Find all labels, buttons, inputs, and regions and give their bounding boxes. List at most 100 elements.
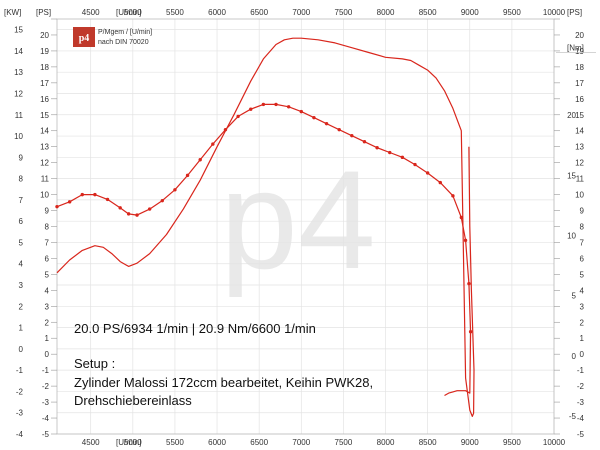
torque-line <box>56 103 472 397</box>
ps-left-tick-label: 14 <box>40 127 49 136</box>
ps-left-tick-label: 10 <box>40 191 49 200</box>
torque-point <box>198 158 202 162</box>
kw-tick-label: 9 <box>19 153 24 162</box>
kw-tick-label: -4 <box>16 430 24 439</box>
kw-tick-label: 4 <box>19 260 24 269</box>
kw-tick-label: 7 <box>19 196 24 205</box>
ps-right-tick-label: -5 <box>577 430 585 439</box>
logo-text: p4 <box>79 33 90 44</box>
p4-logo <box>73 27 95 47</box>
ps-right-tick-label: 18 <box>575 63 584 72</box>
ps-right-tick-label: 16 <box>575 95 584 104</box>
ps-left-tick-label: -4 <box>42 414 50 423</box>
torque-point <box>55 204 59 209</box>
torque-point <box>467 281 471 286</box>
ps-left-tick-label: 19 <box>40 47 49 56</box>
ps-left-unit: [PS] <box>36 8 51 17</box>
x-tick-label-bottom: 4500 <box>82 438 100 447</box>
ps-right-tick-label: 8 <box>580 223 585 232</box>
ps-left-tick-label: 6 <box>45 254 50 263</box>
x-tick-label-bottom: 7500 <box>335 438 353 447</box>
series-group <box>55 37 475 417</box>
kw-tick-label: 0 <box>19 345 24 354</box>
x-tick-label-bottom: 5000 <box>124 438 142 447</box>
x-tick-label-top: 10000 <box>543 8 566 17</box>
torque-point <box>286 105 291 109</box>
nm-tick-label: 20 <box>567 111 576 120</box>
torque-point <box>468 330 473 334</box>
ps-left-tick-label: 17 <box>40 79 49 88</box>
torque-point <box>451 194 455 198</box>
nm-tick-label: -5 <box>569 412 577 421</box>
torque-point <box>400 155 405 160</box>
ps-right-tick-label: 1 <box>580 334 585 343</box>
ps-right-tick-label: 13 <box>575 143 584 152</box>
x-unit-bottom: [U/min] <box>116 438 141 447</box>
nm-tick-label: 0 <box>572 352 577 361</box>
ps-left-tick-label: 1 <box>45 334 50 343</box>
kw-tick-label: 8 <box>19 175 24 184</box>
kw-tick-label: 3 <box>19 281 24 290</box>
nm-tick-label: 15 <box>567 171 576 180</box>
ps-right-tick-label: 10 <box>575 191 584 200</box>
x-tick-label-top: 4500 <box>82 8 100 17</box>
kw-tick-label: -2 <box>16 387 24 396</box>
x-tick-label-top: 7000 <box>292 8 310 17</box>
torque-point <box>126 212 131 216</box>
ps-right-tick-label: 19 <box>575 47 584 56</box>
ps-left-tick-label: -5 <box>42 430 50 439</box>
ps-right-tick-label: -4 <box>577 414 585 423</box>
x-unit-top: [U/min] <box>116 8 141 17</box>
torque-point <box>211 142 215 146</box>
ps-left-tick-label: 2 <box>45 318 50 327</box>
torque-point <box>312 115 316 120</box>
ps-left-tick-label: 3 <box>45 302 50 311</box>
kw-tick-label: 14 <box>14 47 23 56</box>
torque-point <box>274 102 278 107</box>
x-tick-label-top: 9000 <box>461 8 479 17</box>
setup-title: Setup : <box>74 356 115 371</box>
nm-tick-label: 5 <box>572 292 577 301</box>
torque-point <box>362 139 367 144</box>
ps-left-tick-label: 16 <box>40 95 49 104</box>
nm-unit: [Nm] <box>567 44 584 53</box>
torque-point <box>160 198 164 203</box>
ps-left-tick-label: 0 <box>45 350 50 359</box>
ps-right-tick-label: 6 <box>580 254 585 263</box>
torque-point <box>147 207 152 211</box>
ps-left-tick-label: 18 <box>40 63 49 72</box>
kw-tick-label: 1 <box>19 324 24 333</box>
ps-left-tick-label: 5 <box>45 270 50 279</box>
ps-left-tick-label: 13 <box>40 143 49 152</box>
power-line <box>56 37 475 417</box>
kw-tick-label: 15 <box>14 26 23 35</box>
ps-right-tick-label: 5 <box>580 270 585 279</box>
ps-left-tick-label: 8 <box>45 223 50 232</box>
kw-tick-label: 13 <box>14 68 23 77</box>
ps-right-tick-label: 12 <box>575 159 584 168</box>
kw-unit: [KW] <box>4 8 21 17</box>
ps-right-tick-label: 7 <box>580 238 585 247</box>
torque-point <box>438 180 442 185</box>
torque-point <box>67 200 72 204</box>
ps-left-tick-label: 7 <box>45 238 50 247</box>
torque-point <box>105 197 110 202</box>
x-tick-label-top: 5000 <box>124 8 142 17</box>
torque-point <box>425 171 430 175</box>
legend-line-2: nach DIN 70020 <box>98 39 149 46</box>
legend-box: p4 P/Mgem / [U/min] nach DIN 70020 <box>73 27 152 47</box>
ps-left-tick-label: 20 <box>40 31 49 40</box>
x-tick-label-top: 5500 <box>166 8 184 17</box>
torque-point <box>459 215 464 220</box>
torque-point <box>135 213 139 217</box>
ps-left-tick-label: 12 <box>40 159 49 168</box>
ps-left-tick-label: -3 <box>42 398 50 407</box>
ps-right-tick-label: 15 <box>575 111 584 120</box>
ps-left-tick-label: 11 <box>41 175 50 184</box>
ps-right-tick-label: -3 <box>577 398 585 407</box>
ps-right-tick-label: 2 <box>580 318 585 327</box>
torque-point <box>350 133 354 138</box>
ps-right-tick-label: 0 <box>580 350 585 359</box>
ps-right-tick-label: 17 <box>575 79 584 88</box>
axes: 4500450050005000550055006000600065006500… <box>4 8 596 447</box>
